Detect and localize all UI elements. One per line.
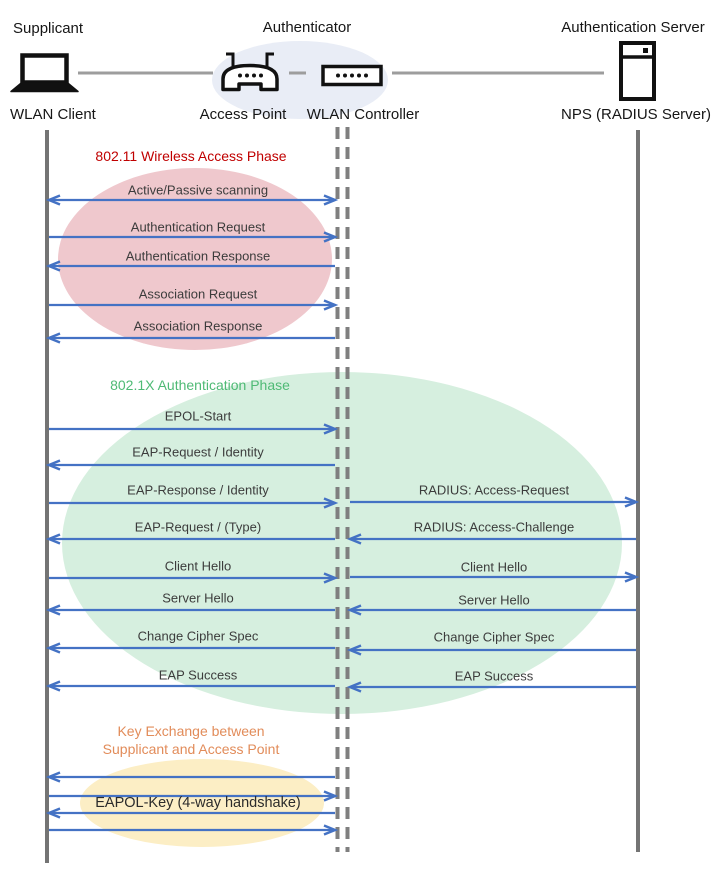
- arrowhead: [45, 260, 61, 272]
- dot1x-phase-ellipse: [62, 372, 622, 714]
- arrowhead: [323, 423, 339, 435]
- arrowhead: [45, 807, 61, 819]
- server-icon: [619, 41, 656, 101]
- access-point-icon: [221, 52, 279, 92]
- arrowhead: [346, 681, 362, 693]
- laptop-icon: [10, 53, 79, 93]
- wireless-access-phase-ellipse: [58, 168, 332, 350]
- arrowhead: [45, 194, 61, 206]
- arrowhead: [346, 533, 362, 545]
- topology: [10, 41, 656, 119]
- arrowhead: [323, 194, 339, 206]
- arrowhead: [45, 604, 61, 616]
- phase-ellipses: [58, 168, 622, 847]
- arrowhead: [346, 644, 362, 656]
- arrowhead: [45, 533, 61, 545]
- arrowhead: [624, 571, 640, 583]
- arrowhead: [45, 680, 61, 692]
- arrowhead: [323, 299, 339, 311]
- arrowhead: [45, 771, 61, 783]
- key-exchange-ellipse: [80, 759, 324, 847]
- lifelines: [45, 127, 640, 863]
- arrowhead: [323, 790, 339, 802]
- arrowhead: [323, 572, 339, 584]
- arrowhead: [346, 604, 362, 616]
- wlan-controller-icon: [321, 64, 383, 87]
- arrowhead: [45, 332, 61, 344]
- arrowhead: [323, 231, 339, 243]
- arrowhead: [45, 642, 61, 654]
- arrowhead: [624, 496, 640, 508]
- arrowhead: [323, 497, 339, 509]
- arrowhead: [323, 824, 339, 836]
- arrowhead: [45, 459, 61, 471]
- message-arrows: [45, 194, 640, 836]
- authenticator-group-ellipse: [212, 41, 388, 119]
